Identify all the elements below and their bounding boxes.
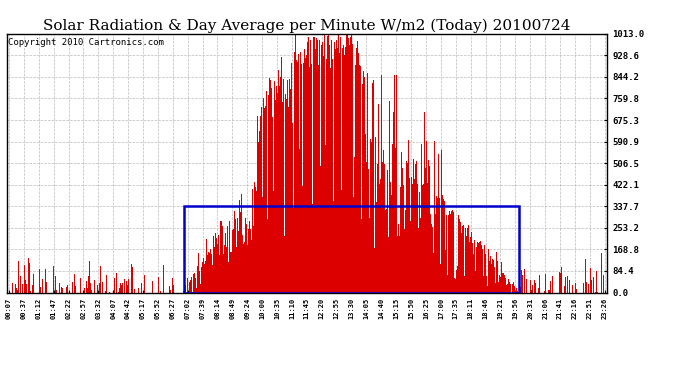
Text: Copyright 2010 Cartronics.com: Copyright 2010 Cartronics.com <box>8 38 164 46</box>
Title: Solar Radiation & Day Average per Minute W/m2 (Today) 20100724: Solar Radiation & Day Average per Minute… <box>43 18 571 33</box>
Bar <box>184 206 519 292</box>
